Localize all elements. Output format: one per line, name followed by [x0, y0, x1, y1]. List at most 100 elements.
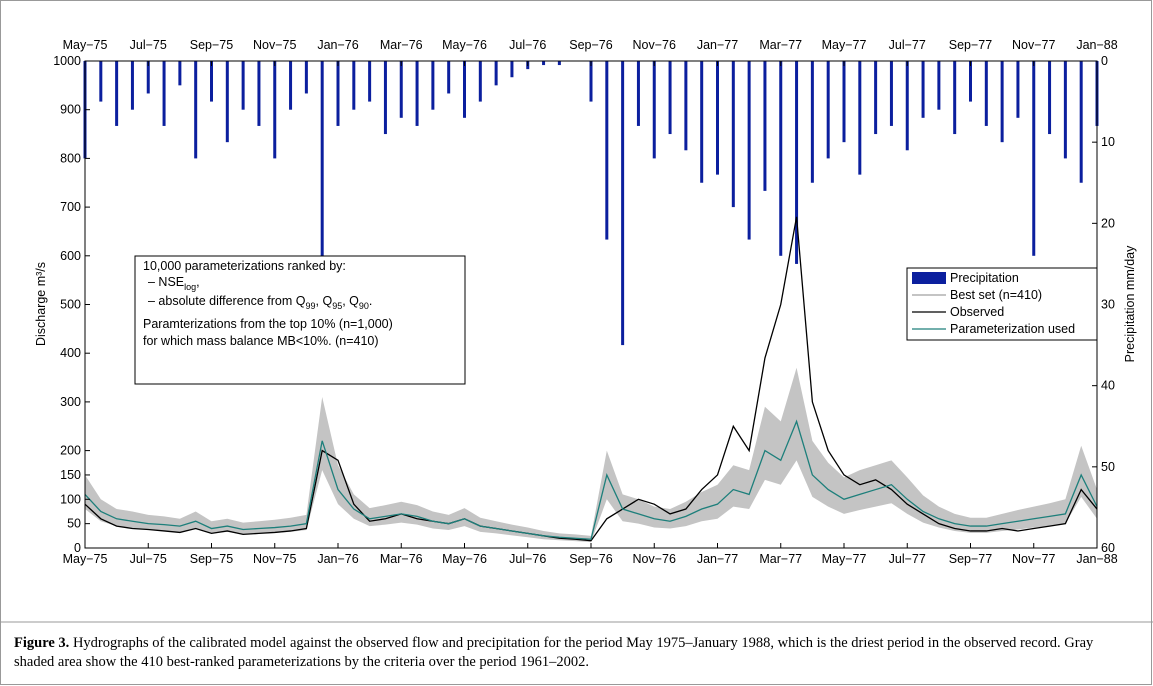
x-tick-label-top: Nov−77: [1012, 38, 1055, 52]
annotation-heading: 10,000 parameterizations ranked by:: [143, 259, 346, 273]
x-tick-label-top: Jan−77: [697, 38, 738, 52]
precip-bar: [273, 61, 277, 159]
precip-bar: [542, 61, 546, 66]
x-tick-label-top: May−76: [442, 38, 487, 52]
caption: Figure 3. Hydrographs of the calibrated …: [14, 634, 1134, 672]
precip-bar: [1079, 61, 1083, 183]
series-line: [84, 216, 1098, 542]
caption-text: Hydrographs of the calibrated model agai…: [14, 635, 1094, 670]
item-text: , Q: [342, 294, 359, 308]
x-tick-label: May−75: [63, 552, 108, 566]
precip-bar: [589, 61, 593, 102]
y-tick-label: 200: [60, 444, 81, 458]
precip-bar: [352, 61, 356, 110]
precip-bar: [130, 61, 134, 110]
precip-bar: [447, 61, 451, 94]
precip-bar: [763, 61, 767, 191]
y-tick-label: 600: [60, 249, 81, 263]
precip-bar: [842, 61, 846, 143]
x-tick-label-top: Sep−77: [949, 38, 992, 52]
precip-bar: [463, 61, 466, 118]
x-tick-label-top: Mar−76: [380, 38, 423, 52]
y2-tick-label: 30: [1101, 298, 1115, 312]
precip-bar: [210, 61, 213, 102]
precip-bar: [383, 61, 387, 135]
precip-bar: [146, 61, 150, 94]
y-tick-label: 0: [74, 541, 81, 555]
precip-bar: [953, 61, 957, 135]
x-tick-label-top: Jul−75: [130, 38, 167, 52]
precip-bar: [431, 61, 435, 110]
caption-label: Figure 3.: [14, 635, 70, 651]
precip-bar: [178, 61, 182, 86]
precip-bar: [731, 61, 735, 208]
precip-bar: [700, 61, 704, 183]
precip-bar: [225, 61, 229, 143]
subscript: log: [184, 282, 196, 292]
y-tick-label: 400: [60, 346, 81, 360]
x-tick-label: Jul−77: [889, 552, 926, 566]
precip-bar: [984, 61, 988, 126]
precip-bar: [826, 61, 830, 159]
precip-bar: [510, 61, 514, 78]
precip-bar: [494, 61, 498, 86]
x-tick-label: May−77: [822, 552, 867, 566]
x-tick-label: Jan−76: [317, 552, 358, 566]
annotation-note: Paramterizations from the top 10% (n=1,0…: [143, 317, 393, 331]
precip-bar: [795, 61, 799, 264]
precip-bar: [810, 61, 814, 183]
item-text: .: [369, 294, 372, 308]
legend: Precipitation Best set (n=410) Observed Par…: [906, 267, 1098, 341]
precip-bar: [1048, 61, 1052, 135]
precip-bar: [368, 61, 372, 102]
y2-tick-label: 20: [1101, 216, 1115, 230]
subscript: 90: [359, 301, 369, 311]
precip-bar: [858, 61, 862, 175]
precip-bar: [415, 61, 419, 126]
precip-bar: [621, 61, 625, 346]
subscript: 99: [306, 301, 316, 311]
y-axis-label: Discharge m³/s: [34, 262, 48, 346]
item-text: – NSE: [148, 275, 184, 289]
item-text: , Q: [316, 294, 333, 308]
legend-label: Best set (n=410): [950, 288, 1042, 302]
y2-tick-label: 60: [1101, 541, 1115, 555]
precip-bar: [194, 61, 198, 159]
precip-bar: [969, 61, 972, 102]
precip-bar: [304, 61, 308, 94]
precip-bar: [99, 61, 103, 102]
annotation-item: – absolute difference from Q99, Q95, Q90…: [148, 294, 372, 311]
x-tick-label-top: May−77: [822, 38, 867, 52]
precip-bar: [1016, 61, 1020, 118]
y2-tick-label: 10: [1101, 135, 1115, 149]
precip-bar: [241, 61, 245, 110]
precip-bar: [1063, 61, 1067, 159]
x-tick-label: Nov−76: [633, 552, 676, 566]
annotation-box: [134, 255, 466, 385]
y-tick-label: 100: [60, 492, 81, 506]
y2-tick-label: 50: [1101, 460, 1115, 474]
y2-tick-label: 40: [1101, 379, 1115, 393]
y-tick-label: 1000: [53, 54, 81, 68]
precip-bar: [336, 61, 340, 126]
precip-bar: [320, 61, 324, 256]
precip-bar: [779, 61, 783, 256]
y2-axis-label: Precipitation mm/day: [1123, 245, 1137, 362]
annotation: 10,000 parameterizations ranked by: – NSE…: [134, 255, 466, 385]
precip-bar: [716, 61, 719, 175]
x-tick-label-top: Sep−75: [190, 38, 233, 52]
precip-bar: [162, 61, 166, 126]
item-text: ,: [196, 275, 199, 289]
x-tick-label: Sep−77: [949, 552, 992, 566]
x-tick-label: Nov−77: [1012, 552, 1055, 566]
annotation-item: – NSElog,: [148, 275, 200, 292]
precip-bar: [289, 61, 293, 110]
y-tick-label: 50: [67, 517, 81, 531]
x-tick-label-top: May−75: [63, 38, 108, 52]
precip-bar: [478, 61, 482, 102]
x-tick-label: Jul−75: [130, 552, 167, 566]
precip-bar: [921, 61, 925, 118]
precip-bar: [937, 61, 941, 110]
